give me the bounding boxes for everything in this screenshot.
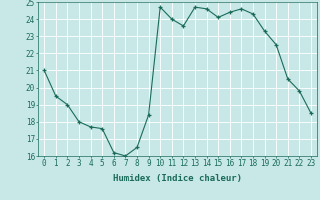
X-axis label: Humidex (Indice chaleur): Humidex (Indice chaleur) — [113, 174, 242, 183]
